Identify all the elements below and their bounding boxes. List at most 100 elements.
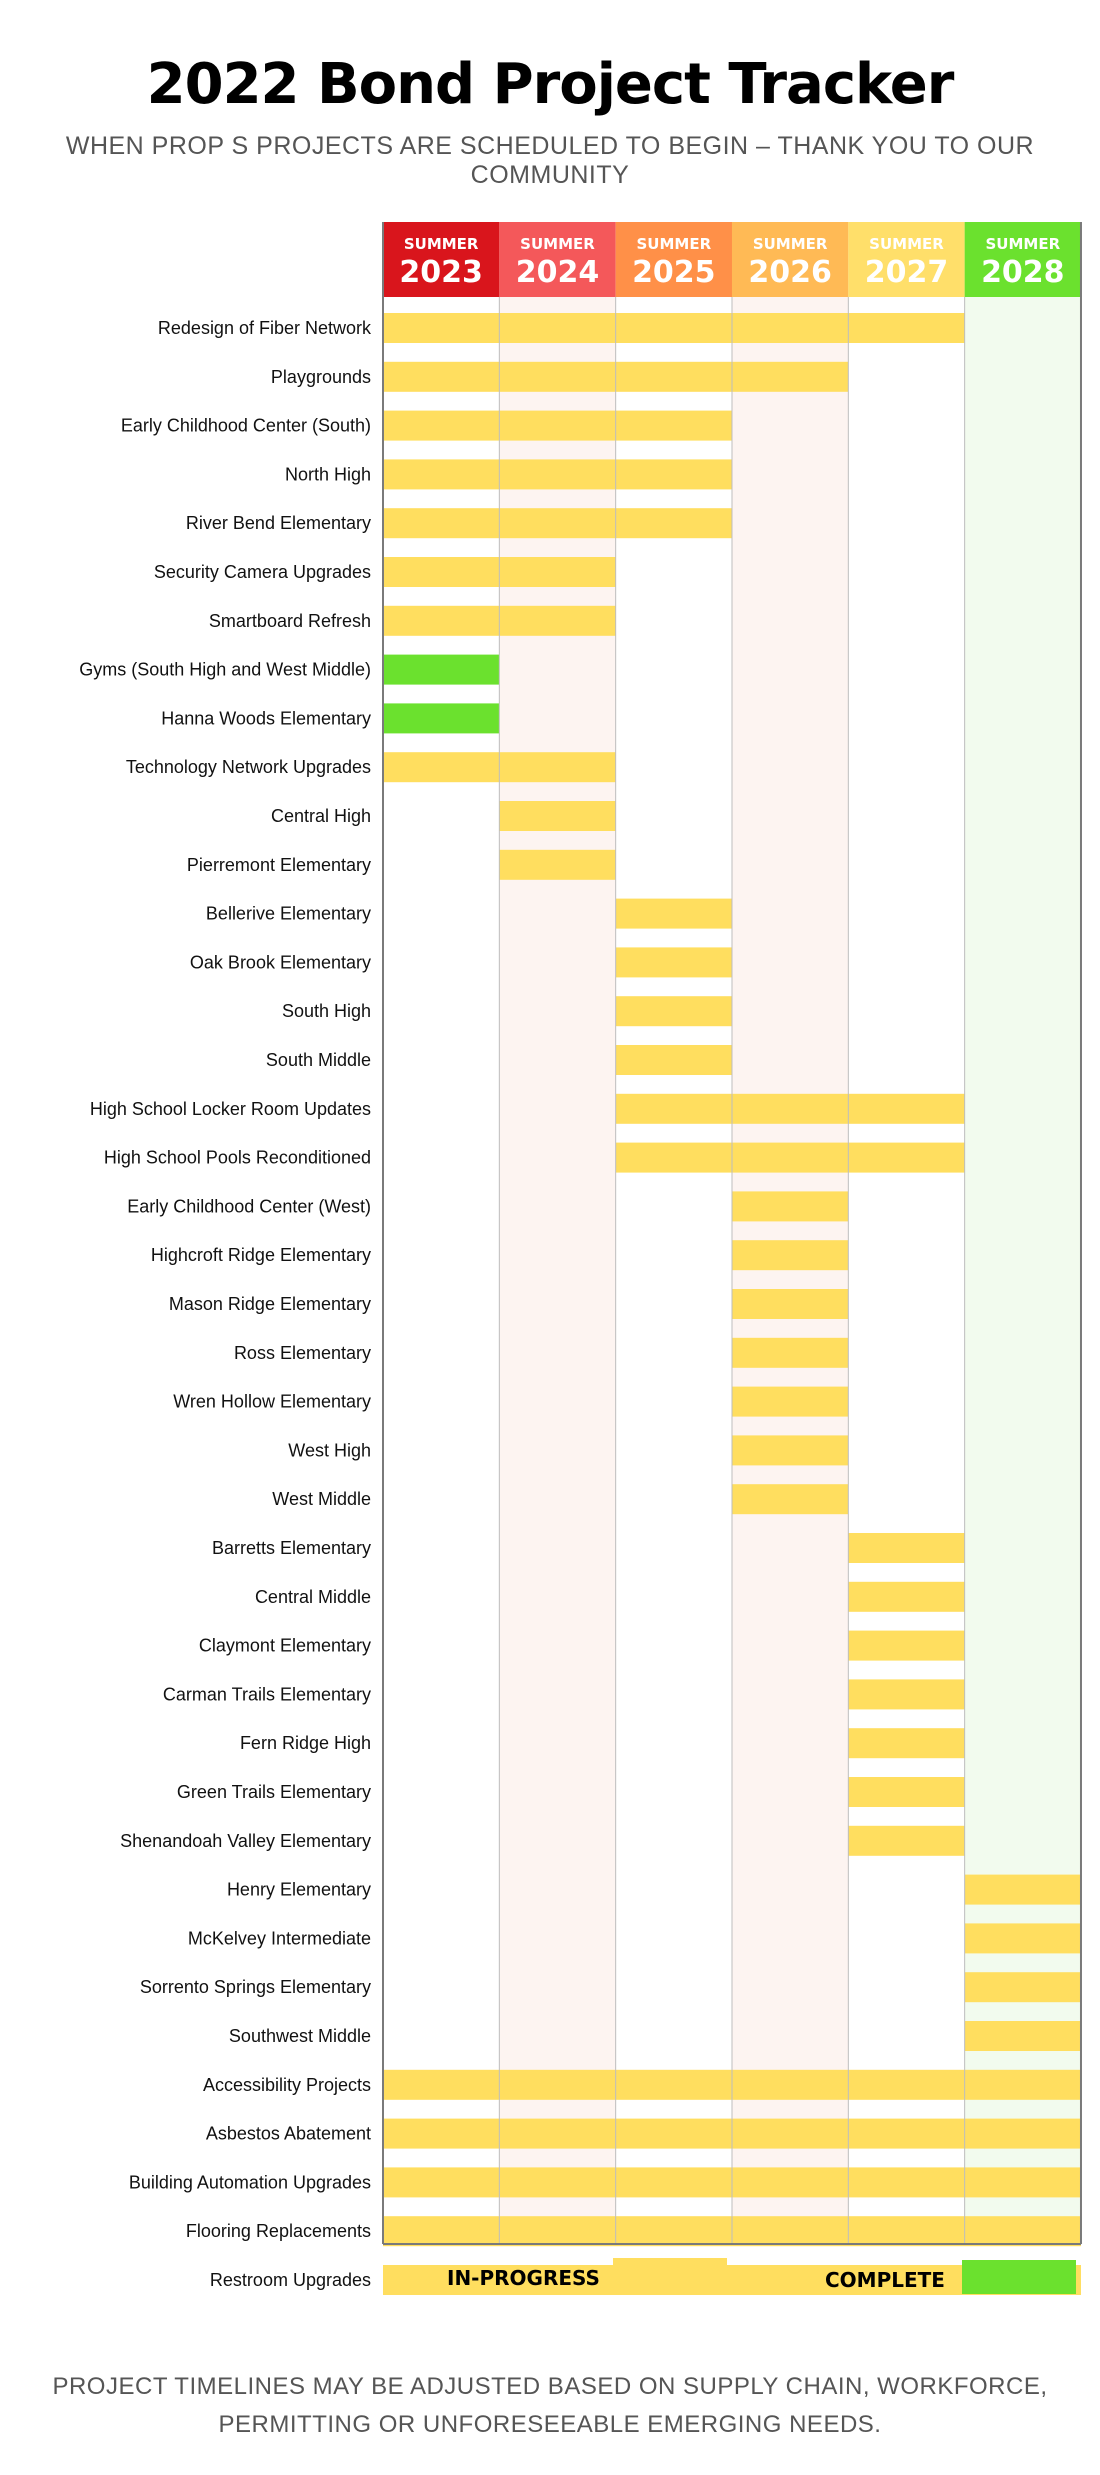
column-background-2028: [964, 297, 1081, 2244]
task-bar: [383, 313, 965, 343]
task-bar: [615, 1093, 965, 1124]
task-bar: [848, 1825, 965, 1856]
task-bar: [964, 2021, 1081, 2051]
column-header-top-label: SUMMER: [404, 235, 479, 253]
task-label: South Middle: [266, 1050, 371, 1070]
task-bar: [615, 1142, 965, 1173]
column-header-2027: [848, 222, 965, 297]
task-label: Bellerive Elementary: [206, 904, 371, 924]
column-header-year-label: 2023: [399, 255, 483, 290]
task-label: Highcroft Ridge Elementary: [151, 1245, 371, 1265]
task-bar: [731, 1484, 849, 1515]
task-label: Claymont Elementary: [199, 1636, 371, 1656]
legend-complete-label: COMPLETE: [825, 2268, 945, 2292]
task-label: Central High: [271, 806, 371, 826]
task-bar: [731, 1386, 849, 1417]
task-label: Hanna Woods Elementary: [161, 708, 371, 728]
gantt-chart: SUMMER 2023 SUMMER 2024 SUMMER 2025 SUMMER 2026…: [79, 222, 1082, 2295]
column-header-2026: [731, 222, 849, 297]
task-label: South High: [282, 1001, 371, 1021]
task-label: Restroom Upgrades: [210, 2270, 371, 2290]
footnote-line-2: PERMITTING OR UNFORESEEABLE EMERGING NEE…: [218, 2411, 882, 2438]
task-bar: [964, 1972, 1081, 2003]
task-label: Ross Elementary: [234, 1343, 371, 1363]
task-bar: [383, 410, 732, 441]
task-bar: [499, 849, 616, 880]
task-label: Green Trails Elementary: [177, 1782, 371, 1802]
task-label: Technology Network Upgrades: [126, 757, 371, 777]
task-label: Early Childhood Center (West): [127, 1196, 371, 1216]
task-label: Central Middle: [255, 1587, 371, 1607]
chart-frame: [382, 222, 1082, 2245]
column-header-top-label: SUMMER: [520, 235, 595, 253]
task-label: High School Pools Reconditioned: [104, 1148, 371, 1168]
task-label: Shenandoah Valley Elementary: [120, 1831, 371, 1851]
column-header-year-label: 2026: [748, 255, 832, 290]
task-label: Southwest Middle: [229, 2026, 371, 2046]
row-labels: Redesign of Fiber Network Playgrounds Earl…: [79, 318, 372, 2290]
task-label: Gyms (South High and West Middle): [79, 660, 371, 680]
column-header-2028: [964, 222, 1081, 297]
page-subtitle: WHEN PROP S PROJECTS ARE SCHEDULED TO BE…: [65, 132, 1035, 189]
task-bar: [964, 1923, 1081, 1954]
task-label: West High: [288, 1440, 371, 1460]
task-label: Building Automation Upgrades: [129, 2172, 371, 2192]
task-label: Mason Ridge Elementary: [169, 1294, 371, 1314]
page-title: 2022 Bond Project Tracker: [146, 52, 955, 117]
task-label: Fern Ridge High: [240, 1733, 371, 1753]
task-label: Security Camera Upgrades: [154, 562, 371, 582]
task-bar: [848, 1728, 965, 1759]
task-label: Barretts Elementary: [212, 1538, 371, 1558]
legend-in-progress-label: IN-PROGRESS: [447, 2266, 600, 2290]
task-bar: [731, 1191, 849, 1222]
task-label: Flooring Replacements: [186, 2221, 371, 2241]
task-label: Early Childhood Center (South): [121, 416, 371, 436]
task-label: Wren Hollow Elementary: [173, 1392, 371, 1412]
task-bar: [848, 1630, 965, 1661]
column-background-2023: [383, 297, 500, 2244]
task-bar: [383, 508, 732, 539]
task-bar: [731, 1289, 849, 1319]
task-label: Redesign of Fiber Network: [158, 318, 372, 338]
task-bar: [499, 801, 616, 831]
task-bar: [848, 1533, 965, 1563]
column-header-year-label: 2028: [981, 255, 1065, 290]
column-header-year-label: 2027: [865, 255, 949, 290]
task-bar: [383, 654, 500, 685]
column-header-top-label: SUMMER: [985, 235, 1060, 253]
task-bar: [615, 898, 732, 929]
task-bar: [731, 1435, 849, 1466]
task-bar: [731, 1240, 849, 1271]
task-label: McKelvey Intermediate: [188, 1928, 371, 1948]
legend-complete-swatch: [962, 2260, 1076, 2294]
column-background-2026: [731, 297, 849, 2244]
task-bar: [615, 996, 732, 1027]
task-label: Smartboard Refresh: [209, 611, 371, 631]
task-label: Playgrounds: [271, 367, 371, 387]
task-label: Asbestos Abatement: [206, 2124, 371, 2144]
task-bar: [964, 1874, 1081, 1905]
task-label: North High: [285, 464, 371, 484]
task-bar: [731, 1337, 849, 1368]
task-bar: [383, 459, 732, 490]
column-headers: SUMMER 2023 SUMMER 2024 SUMMER 2025 SUMMER 2026…: [383, 222, 1081, 297]
column-header-2023: [383, 222, 500, 297]
task-bar: [848, 1581, 965, 1612]
task-bar: [848, 1679, 965, 1710]
column-header-year-label: 2025: [632, 255, 716, 290]
task-label: Sorrento Springs Elementary: [140, 1977, 371, 1997]
column-header-2024: [499, 222, 616, 297]
task-bar: [383, 703, 500, 734]
footnote-line-1: PROJECT TIMELINES MAY BE ADJUSTED BASED …: [52, 2373, 1048, 2400]
task-label: Pierremont Elementary: [187, 855, 371, 875]
task-bar: [615, 947, 732, 978]
task-label: River Bend Elementary: [186, 513, 371, 533]
task-bar: [848, 1777, 965, 1807]
column-background-2025: [615, 297, 732, 2244]
task-label: High School Locker Room Updates: [90, 1099, 371, 1119]
task-label: Carman Trails Elementary: [163, 1684, 371, 1704]
task-label: Henry Elementary: [227, 1880, 371, 1900]
column-header-top-label: SUMMER: [637, 235, 712, 253]
task-label: Oak Brook Elementary: [190, 952, 371, 972]
column-header-top-label: SUMMER: [869, 235, 944, 253]
